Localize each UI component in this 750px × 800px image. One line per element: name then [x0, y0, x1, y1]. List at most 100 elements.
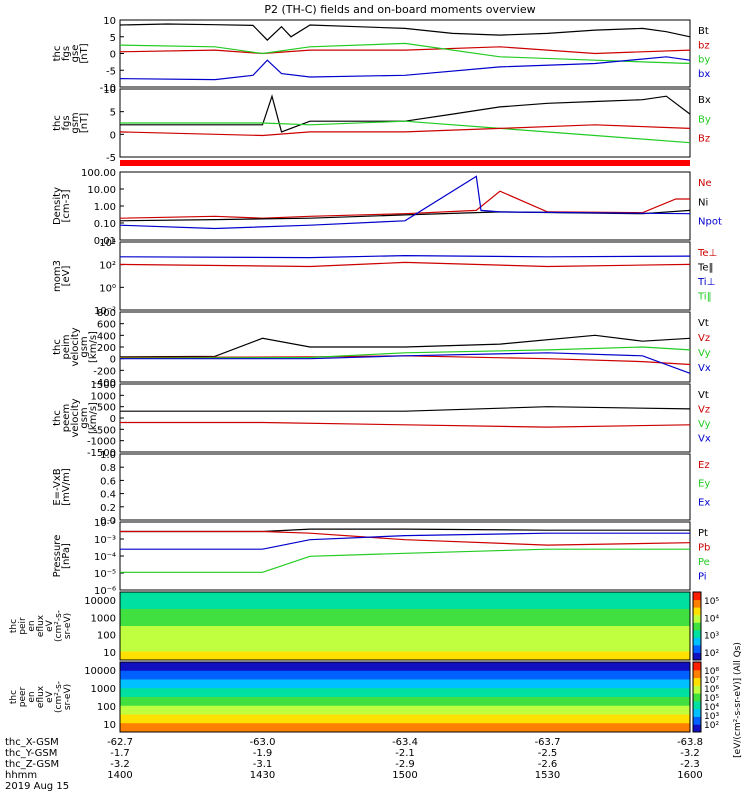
colorbar-segment — [693, 677, 701, 686]
y-tick-label: 5 — [110, 33, 116, 44]
y-axis-label: velocity — [70, 327, 81, 366]
series-line-Vt — [120, 406, 691, 412]
spectrogram-band — [120, 626, 690, 635]
panel-frame — [119, 521, 691, 591]
y-tick-label: 800 — [97, 308, 116, 319]
y-tick-label: 1000 — [91, 613, 116, 624]
panel-frame — [119, 171, 691, 241]
panel-frame — [119, 661, 691, 733]
y-axis-label: thc — [52, 410, 63, 426]
colorbar-segment — [693, 652, 701, 661]
y-tick-label: 10⁰ — [99, 283, 116, 294]
legend-label: Vz — [698, 405, 710, 416]
date-label: 2019 Aug 15 — [5, 781, 69, 792]
y-tick-label: -5 — [106, 66, 116, 77]
x-tick-label: -62.7 — [107, 737, 133, 748]
legend-label: Npot — [698, 217, 722, 228]
series-line-Ti⊥ — [119, 254, 691, 259]
y-tick-label: -10 — [100, 83, 116, 94]
y-axis-label: [km/s] — [88, 331, 99, 363]
y-axis-label: eV — [45, 619, 55, 632]
panel-moms_temp: 10⁴ 10² 10⁰ 10⁻² mom3[eV] Te⊥ Te‖ Ti⊥ Ti‖ — [52, 238, 717, 317]
x-tick-label: -63.7 — [535, 737, 561, 748]
x-tick-label: 1400 — [107, 770, 132, 781]
y-axis-label: eflux — [36, 685, 46, 708]
y-axis-label: [cm-3] — [61, 189, 72, 222]
series-line-Bt — [119, 23, 691, 41]
series-line-By — [120, 120, 691, 144]
y-axis-label: en — [27, 620, 37, 631]
legend-label: Ex — [698, 497, 710, 508]
colorbar-segment — [693, 592, 701, 601]
spectrogram-band — [120, 651, 690, 661]
colorbar-segment — [693, 644, 701, 653]
y-axis-label: sr-eV) — [63, 613, 73, 639]
y-tick-label: 100 — [97, 631, 116, 642]
series-line-Pb — [120, 530, 691, 546]
y-axis-label: gsm — [79, 407, 90, 428]
panel-frame — [119, 453, 691, 521]
spectrogram-band — [120, 634, 690, 644]
y-tick-label: 1000 — [91, 391, 116, 402]
y-tick-label: 0.8 — [100, 463, 116, 474]
legend-label: Pe — [698, 557, 710, 568]
x-tick-label: -2.5 — [538, 748, 558, 759]
y-tick-label: 100.00 — [81, 168, 116, 179]
panel-frame — [119, 383, 691, 453]
y-tick-label: -400 — [93, 378, 116, 389]
series-line-Npot — [119, 175, 691, 230]
spectrogram-band — [120, 679, 690, 689]
y-axis-label: Density — [52, 187, 63, 225]
y-axis-label: mom3 — [52, 260, 63, 292]
y-tick-label: 0.10 — [94, 219, 116, 230]
y-tick-label: 10⁻² — [94, 518, 116, 529]
x-tick-label: 1530 — [535, 770, 560, 781]
y-axis-label: [nPa] — [61, 543, 72, 569]
y-tick-label: 0.01 — [94, 236, 116, 247]
panel-pressure: 10⁻² 10⁻³ 10⁻⁴ 10⁻⁵ 10⁻⁶ Pressure[nPa] Pt Pb Pe P… — [52, 518, 710, 597]
colorbar-tick-label: 10² — [704, 721, 719, 731]
colorbar-tick-label: 10⁶ — [704, 685, 719, 695]
y-tick-label: 0 — [110, 355, 116, 366]
series-line-Pe — [120, 548, 690, 573]
spectrogram-band — [120, 723, 690, 733]
legend-label: Vt — [698, 390, 709, 401]
colorbar-tick-label: 10⁴ — [704, 703, 719, 713]
legend-label: Te‖ — [697, 263, 714, 274]
colorbar-tick-label: 10³ — [704, 632, 719, 642]
y-axis-label: en — [27, 691, 37, 702]
spectrogram-band — [120, 617, 690, 627]
x-tick-label: -63.8 — [677, 737, 703, 748]
y-tick-label: 600 — [97, 320, 116, 331]
legend-label: bz — [698, 40, 710, 51]
y-axis-label: gsm — [79, 336, 90, 357]
x-row-label: hhmm — [5, 770, 37, 781]
y-axis-label: thc — [52, 339, 63, 355]
legend-label: By — [698, 114, 711, 125]
y-tick-label: -500 — [93, 425, 116, 436]
legend-label: Vx — [698, 363, 711, 374]
colorbar-tick-label: 10³ — [704, 712, 719, 722]
legend-label: Ti‖ — [697, 292, 712, 303]
colorbar-segment — [693, 685, 701, 694]
y-tick-label: 10 — [103, 85, 116, 96]
y-axis-label: E=-VxB — [52, 468, 63, 505]
y-axis-label: [nT] — [79, 113, 90, 133]
x-tick-label: -3.2 — [110, 759, 130, 770]
y-axis-label: fgs — [61, 115, 72, 130]
series-line-Te⊥ — [119, 261, 691, 268]
y-tick-label: 0.6 — [100, 476, 116, 487]
y-tick-label: 400 — [97, 331, 116, 342]
y-axis-label: gsm — [70, 112, 81, 133]
y-axis-label: eV — [45, 690, 55, 703]
y-tick-label: 1.0 — [100, 450, 116, 461]
spectrogram-band — [120, 688, 690, 698]
y-axis-label: velocity — [70, 398, 81, 437]
colorbar-tick-label: 10⁸ — [704, 667, 719, 677]
x-tick-label: -3.1 — [253, 759, 273, 770]
x-tick-label: -2.9 — [395, 759, 415, 770]
legend-label: by — [698, 55, 710, 66]
y-tick-label: 1000 — [91, 684, 116, 695]
